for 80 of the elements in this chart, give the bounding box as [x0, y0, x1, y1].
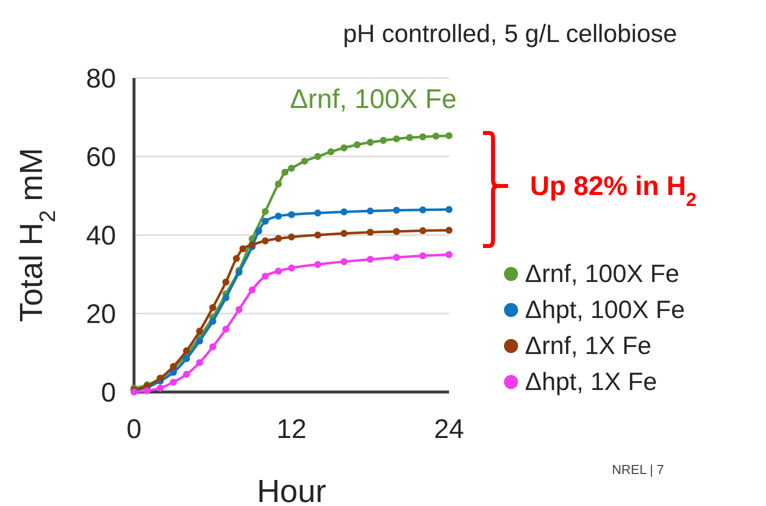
- point: [209, 318, 216, 325]
- point: [239, 245, 246, 252]
- point: [393, 206, 400, 214]
- legend-label: Δrnf, 100X Fe: [525, 260, 680, 288]
- point: [281, 168, 288, 176]
- x-tick-label: 12: [276, 414, 307, 444]
- point: [274, 212, 282, 220]
- point: [446, 206, 452, 213]
- point: [366, 138, 374, 146]
- point: [183, 370, 190, 378]
- point: [262, 237, 269, 244]
- legend-label: Δrnf, 1X Fe: [525, 332, 652, 360]
- point: [419, 133, 426, 140]
- point: [314, 260, 322, 268]
- point: [380, 136, 387, 144]
- point: [314, 210, 322, 217]
- point: [222, 294, 230, 302]
- text: NREL | 7: [612, 462, 664, 477]
- point: [432, 132, 440, 140]
- point: [288, 164, 295, 172]
- point: [274, 235, 282, 242]
- point: [274, 268, 282, 275]
- point: [419, 206, 426, 214]
- annotation: Δrnf, 100X Fe: [290, 84, 457, 114]
- text: Up 82% in H$_{2}$: [530, 171, 697, 210]
- point: [340, 230, 348, 237]
- point: [209, 304, 216, 312]
- y-tick-label: 40: [86, 220, 116, 250]
- point: [196, 359, 204, 366]
- point: [170, 378, 177, 386]
- point: [314, 153, 322, 160]
- text: pH controlled, 5 g/L cellobiose: [343, 20, 677, 48]
- point: [222, 278, 230, 286]
- legend-label: Δhpt, 1X Fe: [525, 368, 658, 396]
- point: [232, 255, 240, 262]
- point: [236, 306, 242, 314]
- point: [366, 208, 374, 215]
- point: [354, 141, 361, 148]
- point: [393, 254, 400, 261]
- point: [288, 211, 295, 218]
- point: [255, 228, 262, 235]
- point: [327, 148, 334, 156]
- point: [156, 384, 164, 392]
- point: [393, 228, 400, 235]
- point: [222, 326, 230, 333]
- point: [366, 228, 374, 236]
- point: [183, 355, 190, 362]
- point: [419, 252, 426, 260]
- point: [446, 251, 452, 258]
- point: [183, 347, 190, 354]
- point: [314, 232, 322, 238]
- x-tick-label: 0: [126, 414, 142, 444]
- point: [446, 132, 452, 140]
- point: [340, 144, 348, 152]
- point: [340, 208, 348, 216]
- point: [196, 328, 204, 335]
- point: [419, 227, 426, 234]
- x-tick-label: 24: [434, 414, 464, 444]
- x-axis-title: Hour: [256, 473, 327, 506]
- point: [209, 343, 216, 350]
- point: [262, 208, 269, 215]
- point: [248, 286, 256, 294]
- point: [366, 256, 374, 263]
- point: [406, 134, 414, 142]
- point: [288, 233, 295, 240]
- point: [274, 180, 282, 188]
- point: [196, 337, 204, 344]
- y-tick-label: 0: [100, 377, 116, 408]
- point: [301, 158, 308, 165]
- point: [262, 218, 269, 225]
- point: [340, 258, 348, 266]
- legend-label: Δhpt, 100X Fe: [525, 296, 685, 324]
- y-tick-label: 20: [86, 298, 116, 329]
- point: [288, 264, 295, 272]
- y-tick-label: 60: [86, 142, 116, 172]
- point: [393, 135, 400, 142]
- point: [446, 226, 452, 234]
- point: [144, 387, 151, 394]
- point: [262, 272, 269, 280]
- y-tick-label: 80: [86, 63, 116, 94]
